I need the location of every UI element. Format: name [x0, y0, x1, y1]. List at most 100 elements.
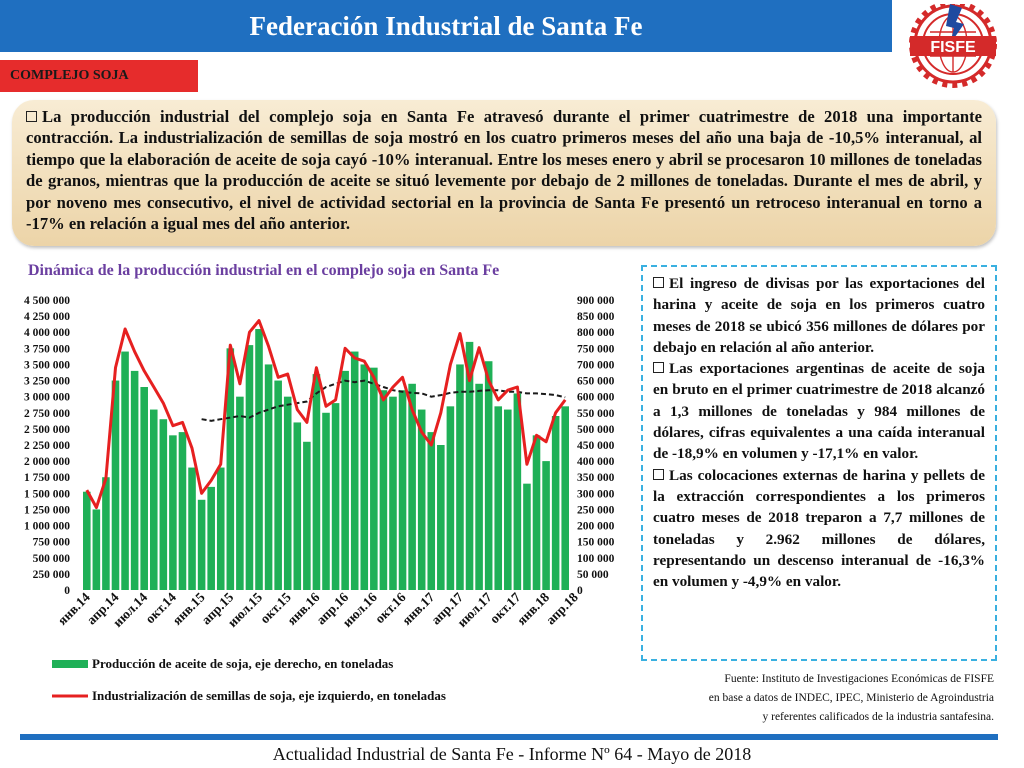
- page-title: Federación Industrial de Santa Fe: [249, 10, 643, 41]
- oil-bar: [83, 491, 91, 590]
- oil-bar: [513, 393, 522, 590]
- x-tick-label: апр.18: [543, 589, 581, 627]
- footer-divider: [20, 734, 998, 740]
- right-tick-label: 450 000: [577, 440, 615, 452]
- oil-production-bars: [83, 329, 569, 590]
- oil-bar: [169, 435, 177, 590]
- oil-bar: [303, 441, 311, 590]
- right-tick-label: 600 000: [577, 392, 615, 404]
- summary-text: La producción industrial del complejo so…: [26, 107, 982, 234]
- right-tick-label: 350 000: [577, 472, 615, 484]
- right-tick-label: 200 000: [577, 521, 615, 533]
- header-title-bar: Federación Industrial de Santa Fe: [0, 0, 892, 52]
- x-tick-label: янв.16: [284, 589, 323, 628]
- oil-bar: [427, 432, 436, 590]
- left-tick-label: 4 250 000: [24, 311, 70, 323]
- legend-item-seeds: Industrialización de semillas de soja, e…: [52, 688, 446, 704]
- chart-title: Dinámica de la producción industrial en …: [28, 262, 500, 279]
- oil-bar: [264, 364, 273, 590]
- oil-bar: [360, 364, 369, 590]
- checkbox-bullet-icon: [653, 362, 664, 374]
- oil-bar: [398, 390, 407, 590]
- side-paragraph: Las exportaciones argentinas de aceite d…: [653, 360, 985, 463]
- left-tick-label: 4 000 000: [24, 327, 70, 339]
- left-tick-label: 500 000: [33, 553, 71, 565]
- checkbox-bullet-icon: [26, 111, 37, 122]
- left-tick-label: 3 250 000: [24, 376, 70, 388]
- chart-lines: [85, 319, 567, 509]
- oil-bar: [188, 467, 196, 590]
- right-tick-label: 300 000: [577, 488, 615, 500]
- right-tick-label: 850 000: [577, 311, 615, 323]
- right-tick-label: 250 000: [577, 504, 615, 516]
- oil-bar: [102, 477, 110, 590]
- right-tick-label: 100 000: [577, 553, 615, 565]
- oil-bar: [207, 486, 215, 590]
- left-tick-label: 3 750 000: [24, 343, 70, 355]
- left-tick-label: 4 500 000: [24, 295, 70, 307]
- x-axis-ticks: янв.14апр.14июл.14окт.14янв.15апр.15июл.…: [55, 589, 582, 630]
- oil-bar: [283, 396, 292, 590]
- right-tick-label: 0: [577, 585, 583, 597]
- right-tick-label: 50 000: [577, 569, 609, 581]
- oil-bar: [226, 348, 235, 590]
- oil-bar: [197, 499, 206, 590]
- x-tick-label: янв.14: [55, 589, 94, 628]
- oil-bar: [149, 409, 158, 590]
- x-tick-label: янв.17: [399, 589, 438, 628]
- left-tick-label: 1 500 000: [24, 488, 70, 500]
- oil-bar: [389, 396, 397, 590]
- legend-item-oil: Producción de aceite de soja, eje derech…: [52, 656, 393, 672]
- oil-bar: [322, 412, 330, 590]
- left-tick-label: 2 750 000: [24, 408, 70, 420]
- legend-label-seeds: Industrialización de semillas de soja, e…: [92, 688, 446, 703]
- left-tick-label: 2 250 000: [24, 440, 70, 452]
- oil-bar: [92, 509, 101, 590]
- oil-bar: [140, 387, 148, 590]
- right-tick-label: 800 000: [577, 327, 615, 339]
- seeds-line: [85, 319, 567, 509]
- source-note: Fuente: Instituto de Investigaciones Eco…: [709, 670, 994, 727]
- source-line: y referentes calificados de la industria…: [762, 711, 995, 723]
- section-tag-label: COMPLEJO SOJA: [10, 68, 129, 83]
- checkbox-bullet-icon: [653, 277, 664, 288]
- checkbox-bullet-icon: [653, 468, 664, 480]
- right-tick-label: 400 000: [577, 456, 615, 468]
- legend-swatch-bar: [52, 660, 88, 668]
- fisfe-logo: FISFE: [909, 4, 997, 88]
- oil-bar: [255, 329, 263, 590]
- oil-bar: [561, 406, 569, 590]
- oil-bar: [178, 432, 187, 590]
- left-axis-ticks: 0 250 000 500 000 750 000 1 000 000 1 250 000…: [24, 295, 70, 597]
- side-paragraph: Las colocaciones externas de harina y pe…: [653, 466, 985, 591]
- oil-bar: [408, 383, 416, 590]
- legend-swatch-line: [52, 694, 88, 698]
- left-tick-label: 3 500 000: [24, 359, 70, 371]
- oil-bar: [417, 409, 426, 590]
- right-tick-label: 500 000: [577, 424, 615, 436]
- oil-bar: [523, 483, 531, 590]
- exports-info-box: El ingreso de divisas por las exportacio…: [641, 265, 997, 661]
- left-tick-label: 1 750 000: [24, 472, 70, 484]
- left-tick-label: 0: [64, 585, 70, 597]
- left-tick-label: 1 000 000: [24, 521, 70, 533]
- legend-label-oil: Producción de aceite de soja, eje derech…: [92, 656, 394, 671]
- left-tick-label: 3 000 000: [24, 392, 70, 404]
- oil-bar: [274, 380, 282, 590]
- oil-bar: [245, 345, 254, 590]
- section-tag: COMPLEJO SOJA: [0, 60, 198, 92]
- oil-bar: [216, 467, 225, 590]
- right-tick-label: 900 000: [577, 295, 615, 307]
- right-axis-ticks: 0 50 000 100 000 150 000 200 000 250 000 300 0…: [577, 295, 615, 597]
- summary-box: La producción industrial del complejo so…: [12, 100, 996, 246]
- left-tick-label: 2 500 000: [24, 424, 70, 436]
- oil-bar: [159, 419, 168, 590]
- oil-bar: [312, 374, 321, 590]
- source-line: en base a datos de INDEC, IPEC, Minister…: [708, 692, 994, 704]
- right-tick-label: 550 000: [577, 408, 615, 420]
- oil-bar: [465, 341, 474, 590]
- left-tick-label: 250 000: [33, 569, 71, 581]
- x-tick-label: янв.18: [514, 589, 553, 628]
- oil-bar: [551, 416, 560, 590]
- footer-text: Actualidad Industrial de Santa Fe - Info…: [272, 744, 752, 764]
